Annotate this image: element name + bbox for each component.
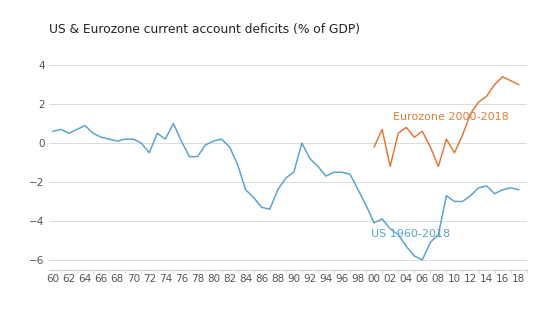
Text: US 1960-2018: US 1960-2018 (371, 229, 450, 239)
Text: Eurozone 2000-2018: Eurozone 2000-2018 (393, 112, 508, 122)
Text: US & Eurozone current account deficits (% of GDP): US & Eurozone current account deficits (… (49, 23, 360, 36)
